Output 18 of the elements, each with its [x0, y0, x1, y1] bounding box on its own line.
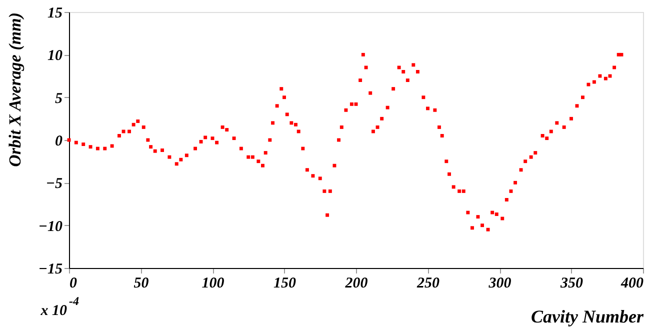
x-tick-label: 300 [488, 276, 512, 292]
y-tick-label: 10 [48, 48, 63, 64]
y-tick-label: −15 [38, 262, 63, 278]
x-tick-label: 0 [70, 276, 78, 292]
x-tick-label: 50 [134, 276, 150, 292]
x-tick-label: 150 [274, 276, 296, 292]
y-tick-label: −5 [46, 176, 63, 192]
y-tick-label: 15 [48, 6, 63, 22]
y-tick-label: 5 [55, 90, 63, 107]
x-tick-label: 350 [560, 276, 584, 292]
y-tick-label: 0 [55, 134, 63, 150]
x-tick-label: 200 [344, 276, 368, 292]
x-tick-label: 250 [416, 276, 440, 292]
x-tick-label: 400 [620, 276, 644, 292]
x-axis-title: Cavity Number [531, 306, 644, 326]
x-tick-label: 100 [202, 276, 225, 292]
y-tick-label: −10 [38, 218, 63, 235]
y-axis-title: Orbit X Average (mm) [5, 12, 24, 167]
